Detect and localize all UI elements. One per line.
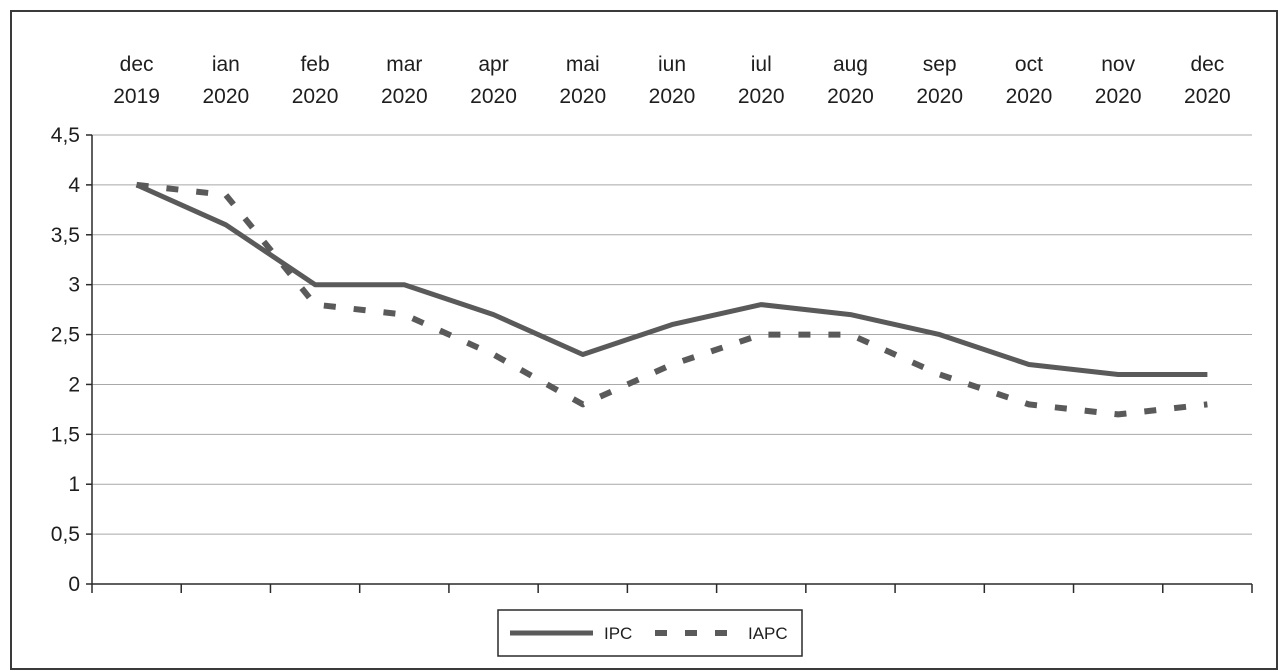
x-tick-label-month: nov bbox=[1101, 53, 1135, 76]
legend-label-ipc: IPC bbox=[604, 624, 632, 643]
x-tick-label-year: 2020 bbox=[202, 85, 249, 108]
y-tick-label: 2 bbox=[68, 373, 80, 396]
x-tick-label-year: 2020 bbox=[1095, 85, 1142, 108]
y-tick-label: 4 bbox=[68, 174, 80, 197]
x-tick-label-year: 2020 bbox=[559, 85, 606, 108]
x-tick-label-year: 2020 bbox=[827, 85, 874, 108]
x-tick-label-year: 2020 bbox=[738, 85, 785, 108]
chart-frame: 0 0,5 1 1,5 2 2,5 3 3,5 4 4,5 dec 2019 ian 2020 feb 20… bbox=[10, 10, 1278, 670]
x-tick-label-month: mar bbox=[386, 53, 422, 76]
y-tick-label: 1,5 bbox=[51, 423, 80, 446]
x-tick-label-year: 2020 bbox=[1006, 85, 1053, 108]
series-line-iapc bbox=[136, 181, 1208, 418]
x-tick-label-year: 2020 bbox=[470, 85, 517, 108]
y-tick-label: 2,5 bbox=[51, 324, 80, 347]
y-tick-label: 1 bbox=[68, 473, 80, 496]
series-line-ipc bbox=[135, 182, 1208, 377]
y-tick-label: 4,5 bbox=[51, 124, 80, 147]
x-tick-label-month: iun bbox=[658, 53, 686, 76]
x-tick-label-month: aug bbox=[833, 53, 868, 76]
gridlines bbox=[92, 134, 1252, 535]
x-tick-label-month: sep bbox=[923, 53, 957, 76]
y-tick-label: 3 bbox=[68, 274, 80, 297]
x-tick-label-month: apr bbox=[478, 53, 508, 76]
line-chart: 0 0,5 1 1,5 2 2,5 3 3,5 4 4,5 dec 2019 ian 2020 feb 20… bbox=[51, 53, 1253, 657]
legend-label-iapc: IAPC bbox=[748, 624, 788, 643]
x-tick-label-year: 2020 bbox=[1184, 85, 1231, 108]
y-tick-label: 0 bbox=[68, 573, 80, 596]
x-tick-labels: dec 2019 ian 2020 feb 2020 mar 2020 apr 2020 mai 20… bbox=[113, 53, 1230, 108]
y-tick-label: 3,5 bbox=[51, 224, 80, 247]
x-tick-label-month: mai bbox=[566, 53, 600, 76]
x-tick-label-month: dec bbox=[120, 53, 154, 76]
x-tick-label-year: 2020 bbox=[649, 85, 696, 108]
x-tick-label-year: 2020 bbox=[916, 85, 963, 108]
y-tick-labels: 0 0,5 1 1,5 2 2,5 3 3,5 4 4,5 bbox=[51, 124, 81, 596]
x-tick-label-month: feb bbox=[300, 53, 329, 76]
x-tick-label-month: oct bbox=[1015, 53, 1043, 76]
x-tick-label-year: 2020 bbox=[292, 85, 339, 108]
y-tick-label: 0,5 bbox=[51, 523, 80, 546]
series-lines bbox=[135, 181, 1208, 418]
x-tick-label-year: 2020 bbox=[381, 85, 428, 108]
x-tick-label-month: ian bbox=[212, 53, 240, 76]
x-tick-label-month: dec bbox=[1190, 53, 1224, 76]
axes bbox=[86, 134, 1253, 593]
legend: IPC IAPC bbox=[497, 609, 803, 657]
x-tick-label-year: 2019 bbox=[113, 85, 160, 108]
x-tick-label-month: iul bbox=[751, 53, 772, 76]
